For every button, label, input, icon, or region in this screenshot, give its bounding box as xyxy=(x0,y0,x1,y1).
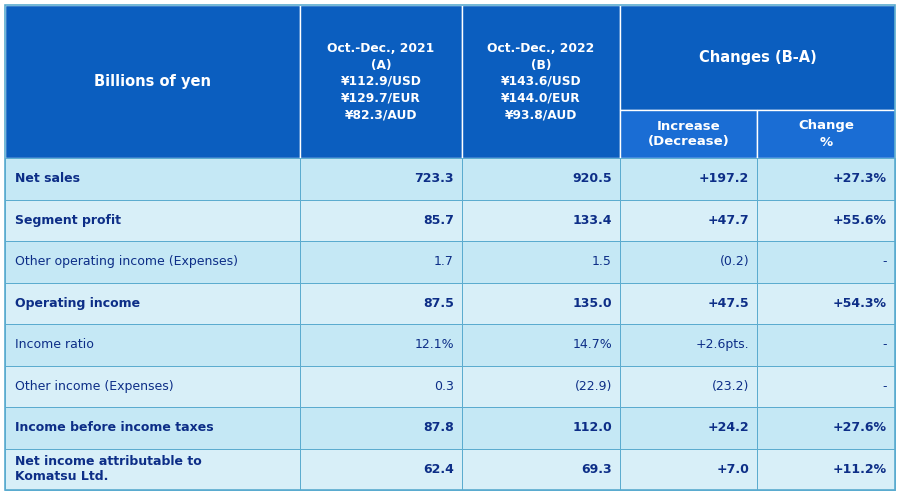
Bar xyxy=(757,365,895,407)
Bar xyxy=(462,283,620,324)
Text: Net sales: Net sales xyxy=(15,172,80,185)
Text: Income ratio: Income ratio xyxy=(15,338,94,351)
Text: 69.3: 69.3 xyxy=(581,463,612,476)
Text: Income before income taxes: Income before income taxes xyxy=(15,421,214,434)
Text: 62.4: 62.4 xyxy=(424,463,454,476)
Text: Oct.-Dec., 2021
(A)
¥112.9/USD
¥129.7/EUR
¥82.3/AUD: Oct.-Dec., 2021 (A) ¥112.9/USD ¥129.7/EU… xyxy=(328,42,434,121)
Text: +27.6%: +27.6% xyxy=(833,421,887,434)
Text: +7.0: +7.0 xyxy=(716,463,749,476)
Bar xyxy=(757,407,895,448)
Bar xyxy=(462,324,620,365)
Text: 135.0: 135.0 xyxy=(572,297,612,310)
Text: 12.1%: 12.1% xyxy=(414,338,454,351)
Bar xyxy=(620,110,757,158)
Text: 133.4: 133.4 xyxy=(573,214,612,227)
Bar xyxy=(620,158,757,199)
Bar xyxy=(620,283,757,324)
Text: Segment profit: Segment profit xyxy=(15,214,121,227)
Text: Change
%: Change % xyxy=(798,119,854,148)
Bar xyxy=(620,199,757,241)
Text: +2.6pts.: +2.6pts. xyxy=(695,338,749,351)
Bar xyxy=(300,158,462,199)
Bar xyxy=(5,365,300,407)
Bar xyxy=(757,324,895,365)
Bar xyxy=(620,365,757,407)
Text: +11.2%: +11.2% xyxy=(833,463,887,476)
Text: 920.5: 920.5 xyxy=(572,172,612,185)
Bar xyxy=(757,283,895,324)
Text: (23.2): (23.2) xyxy=(711,380,749,393)
Bar xyxy=(5,199,300,241)
Bar xyxy=(462,199,620,241)
Bar xyxy=(300,283,462,324)
Bar xyxy=(5,158,300,199)
Text: +27.3%: +27.3% xyxy=(833,172,887,185)
Bar xyxy=(620,407,757,448)
Bar xyxy=(300,241,462,283)
Text: Operating income: Operating income xyxy=(15,297,140,310)
Text: 85.7: 85.7 xyxy=(424,214,454,227)
Text: Other income (Expenses): Other income (Expenses) xyxy=(15,380,174,393)
Bar xyxy=(5,283,300,324)
Text: +24.2: +24.2 xyxy=(708,421,749,434)
Bar xyxy=(5,241,300,283)
Bar xyxy=(5,448,300,490)
Bar xyxy=(620,324,757,365)
Bar xyxy=(300,199,462,241)
Bar xyxy=(462,365,620,407)
Text: 0.3: 0.3 xyxy=(434,380,454,393)
Text: +55.6%: +55.6% xyxy=(833,214,887,227)
Text: +54.3%: +54.3% xyxy=(833,297,887,310)
Text: 14.7%: 14.7% xyxy=(572,338,612,351)
Text: 112.0: 112.0 xyxy=(572,421,612,434)
Text: +47.5: +47.5 xyxy=(708,297,749,310)
Bar xyxy=(462,5,620,158)
Bar xyxy=(620,448,757,490)
Text: (0.2): (0.2) xyxy=(719,255,749,268)
Bar xyxy=(462,407,620,448)
Text: Other operating income (Expenses): Other operating income (Expenses) xyxy=(15,255,238,268)
Bar xyxy=(462,241,620,283)
Text: 87.8: 87.8 xyxy=(424,421,454,434)
Bar xyxy=(757,241,895,283)
Text: Changes (B-A): Changes (B-A) xyxy=(699,50,816,65)
Text: +47.7: +47.7 xyxy=(708,214,749,227)
Text: (22.9): (22.9) xyxy=(575,380,612,393)
Bar xyxy=(757,110,895,158)
Text: 1.7: 1.7 xyxy=(434,255,454,268)
Bar xyxy=(300,407,462,448)
Bar xyxy=(757,158,895,199)
Bar xyxy=(300,324,462,365)
Text: Oct.-Dec., 2022
(B)
¥143.6/USD
¥144.0/EUR
¥93.8/AUD: Oct.-Dec., 2022 (B) ¥143.6/USD ¥144.0/EU… xyxy=(488,42,595,121)
Bar xyxy=(5,324,300,365)
Bar xyxy=(757,199,895,241)
Text: 723.3: 723.3 xyxy=(414,172,454,185)
Text: -: - xyxy=(882,338,887,351)
Bar xyxy=(462,158,620,199)
Bar xyxy=(462,448,620,490)
Text: -: - xyxy=(882,255,887,268)
Bar xyxy=(300,448,462,490)
Bar xyxy=(757,448,895,490)
Bar xyxy=(300,365,462,407)
Bar xyxy=(300,5,462,158)
Bar xyxy=(5,5,300,158)
Text: Increase
(Decrease): Increase (Decrease) xyxy=(648,119,729,148)
Text: +197.2: +197.2 xyxy=(699,172,749,185)
Text: -: - xyxy=(882,380,887,393)
Text: Net income attributable to
Komatsu Ltd.: Net income attributable to Komatsu Ltd. xyxy=(15,455,202,483)
Text: Billions of yen: Billions of yen xyxy=(94,74,211,89)
Text: 87.5: 87.5 xyxy=(424,297,454,310)
Text: 1.5: 1.5 xyxy=(592,255,612,268)
Bar xyxy=(620,5,895,110)
Bar xyxy=(5,407,300,448)
Bar xyxy=(620,241,757,283)
